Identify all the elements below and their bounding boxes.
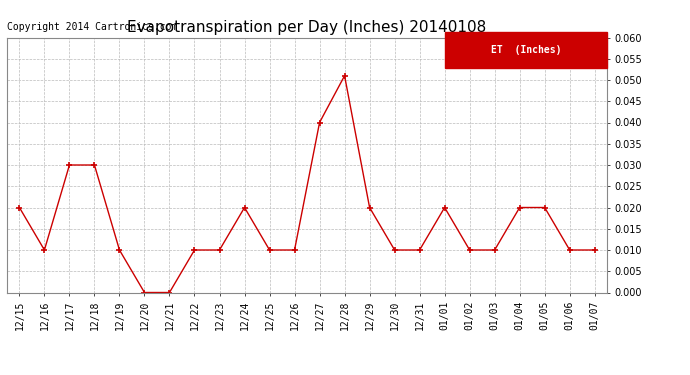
- FancyBboxPatch shape: [445, 32, 607, 68]
- Title: Evapotranspiration per Day (Inches) 20140108: Evapotranspiration per Day (Inches) 2014…: [128, 20, 486, 35]
- Text: Copyright 2014 Cartronics.com: Copyright 2014 Cartronics.com: [7, 22, 177, 32]
- Text: ET  (Inches): ET (Inches): [491, 45, 562, 55]
